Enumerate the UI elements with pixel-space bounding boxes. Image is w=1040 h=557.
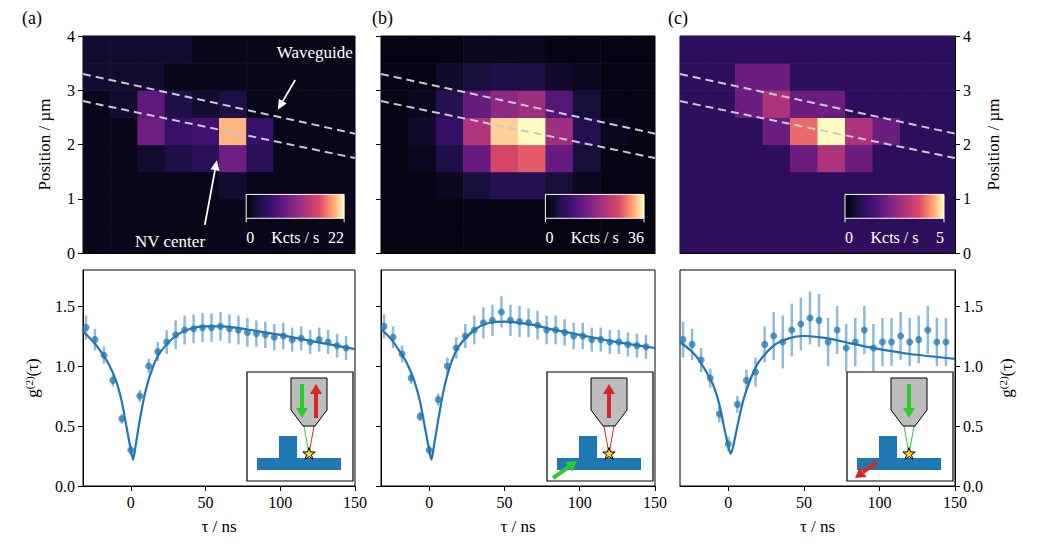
svg-text:0: 0 — [845, 229, 853, 246]
svg-text:1.0: 1.0 — [963, 358, 983, 375]
svg-text:τ / ns: τ / ns — [500, 517, 535, 536]
svg-text:0.0: 0.0 — [963, 478, 983, 495]
svg-text:Position / µm: Position / µm — [35, 99, 54, 191]
svg-text:Position / µm: Position / µm — [984, 99, 1003, 191]
svg-text:0.5: 0.5 — [963, 418, 983, 435]
svg-text:4: 4 — [67, 28, 75, 45]
svg-text:Kcts / s: Kcts / s — [571, 229, 619, 246]
svg-text:36: 36 — [628, 229, 644, 246]
svg-text:0: 0 — [963, 245, 971, 262]
svg-text:0: 0 — [425, 494, 433, 511]
svg-text:Waveguide: Waveguide — [277, 43, 353, 62]
svg-text:0.5: 0.5 — [55, 418, 75, 435]
svg-text:50: 50 — [796, 494, 812, 511]
svg-text:0: 0 — [246, 229, 254, 246]
svg-text:5: 5 — [936, 229, 944, 246]
svg-text:0.0: 0.0 — [55, 478, 75, 495]
svg-text:(a): (a) — [22, 8, 42, 29]
svg-text:τ / ns: τ / ns — [201, 517, 236, 536]
svg-text:100: 100 — [568, 494, 592, 511]
svg-text:3: 3 — [963, 82, 971, 99]
svg-text:100: 100 — [867, 494, 891, 511]
svg-text:3: 3 — [67, 82, 75, 99]
svg-text:150: 150 — [643, 494, 667, 511]
svg-text:(τ): (τ) — [997, 358, 1016, 376]
svg-text:1.5: 1.5 — [963, 298, 983, 315]
svg-text:(2): (2) — [997, 376, 1010, 389]
svg-text:g: g — [22, 389, 42, 398]
svg-text:150: 150 — [943, 494, 967, 511]
svg-text:0: 0 — [724, 494, 732, 511]
svg-text:(b): (b) — [372, 8, 393, 29]
svg-text:Kcts / s: Kcts / s — [871, 229, 919, 246]
svg-text:τ / ns: τ / ns — [800, 517, 835, 536]
svg-text:4: 4 — [963, 28, 971, 45]
svg-text:50: 50 — [198, 494, 214, 511]
svg-text:150: 150 — [343, 494, 367, 511]
svg-text:(τ): (τ) — [23, 358, 42, 376]
svg-text:0: 0 — [545, 229, 553, 246]
svg-text:Kcts / s: Kcts / s — [271, 229, 319, 246]
svg-text:(2): (2) — [23, 376, 36, 389]
svg-text:0: 0 — [67, 245, 75, 262]
svg-text:1: 1 — [963, 190, 971, 207]
svg-text:1.0: 1.0 — [55, 358, 75, 375]
svg-text:g: g — [996, 389, 1016, 398]
svg-text:50: 50 — [496, 494, 512, 511]
svg-text:1.5: 1.5 — [55, 298, 75, 315]
svg-text:2: 2 — [67, 136, 75, 153]
svg-text:1: 1 — [67, 190, 75, 207]
svg-text:0: 0 — [127, 494, 135, 511]
svg-text:100: 100 — [268, 494, 292, 511]
svg-text:NV center: NV center — [135, 232, 205, 251]
svg-text:2: 2 — [963, 136, 971, 153]
svg-text:22: 22 — [328, 229, 344, 246]
svg-text:(c): (c) — [668, 8, 688, 29]
